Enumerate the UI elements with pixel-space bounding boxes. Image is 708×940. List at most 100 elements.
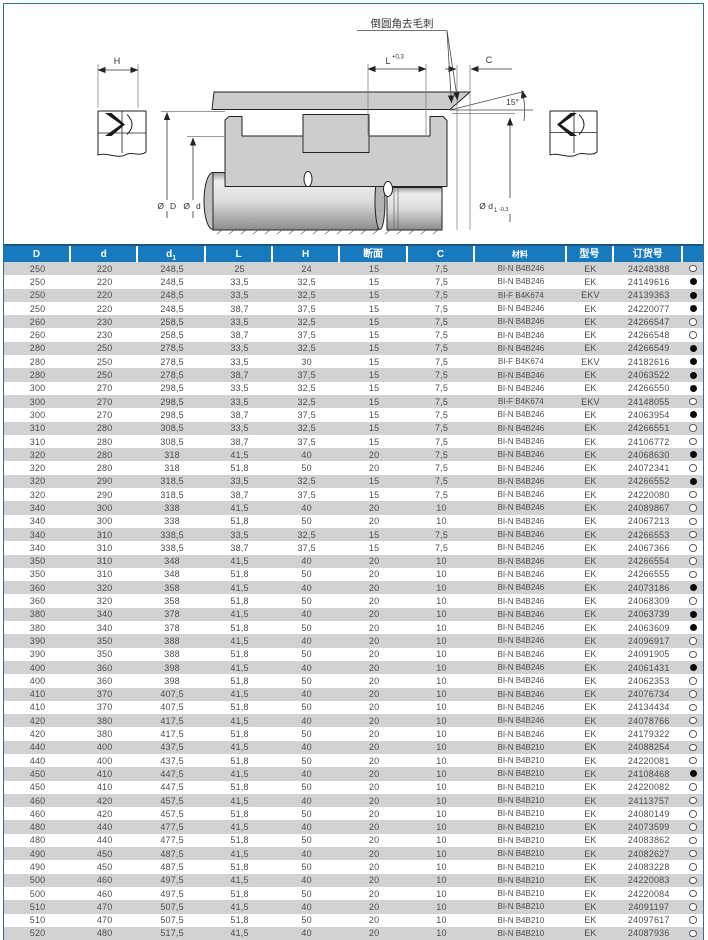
table-row: 460 420 457,5 41,5 40 20 10 BI-N B4B210 EK 241137…: [4, 793, 703, 808]
table-cell: 38,7: [230, 370, 249, 381]
table-cell: 407,5: [160, 702, 184, 713]
availability-cell: [683, 783, 703, 791]
column-header: L: [206, 246, 274, 262]
hollow-dot-icon: [689, 716, 697, 725]
table-cell: EK: [584, 901, 597, 912]
table-cell: 15: [368, 383, 380, 394]
seal-profile-left: [97, 110, 147, 157]
table-row: 380 340 378 51,8 50 20 10 BI-N B4B246 EK 24063609: [4, 621, 703, 635]
table-cell: 420: [96, 808, 113, 819]
table-cell: EK: [584, 635, 597, 646]
hollow-dot-icon: [689, 331, 697, 339]
table-row: 520 480 517,5 41,5 40 20 10 BI-N B4B210 EK 240879…: [4, 926, 703, 940]
o-ring-left: [303, 171, 313, 187]
table-cell: 24091905: [627, 649, 670, 660]
hollow-dot-icon: [689, 690, 697, 698]
table-row: 400 360 398 41,5 40 20 10 BI-N B4B246 EK 24061431: [4, 660, 703, 675]
table-cell: EK: [584, 848, 597, 859]
table-cell: 24266548: [627, 330, 670, 341]
table-cell: 20: [368, 662, 380, 673]
table-cell: 487,5: [160, 848, 184, 859]
table-cell: 280: [29, 370, 46, 381]
table-row: 360 320 358 41,5 40 20 10 BI-N B4B246 EK 24073186: [4, 581, 703, 595]
deburr-note: 倒圆角去毛刺: [371, 18, 434, 30]
table-cell: 278,5: [160, 356, 184, 367]
availability-cell: [683, 624, 703, 632]
availability-cell: [683, 690, 703, 698]
hollow-dot-icon: [689, 597, 697, 605]
hollow-dot-icon: [689, 703, 697, 712]
table-cell: 20: [368, 888, 380, 899]
table-cell: 32,5: [297, 396, 316, 407]
table-cell: 497,5: [160, 875, 184, 886]
table-cell: 320: [29, 476, 46, 487]
table-cell: 350: [29, 556, 46, 567]
table-cell: 51,8: [230, 596, 249, 607]
table-cell: BI-N B4B246: [497, 569, 545, 579]
table-row: 410 370 407,5 51,8 50 20 10 BI-N B4B246 EK 241344…: [4, 700, 703, 715]
table-cell: 358: [164, 582, 180, 593]
hollow-dot-icon: [689, 650, 697, 658]
table-cell: 460: [96, 888, 113, 899]
table-cell: 20: [368, 649, 380, 660]
table-cell: EK: [584, 649, 597, 660]
table-cell: 310: [96, 542, 113, 553]
rod-break-hatching: [216, 229, 439, 235]
table-cell: 310: [96, 529, 113, 540]
table-cell: 10: [436, 835, 447, 846]
table-cell: BI-N B4B246: [497, 410, 545, 420]
table-cell: 300: [29, 383, 46, 394]
table-cell: 24220083: [627, 875, 670, 886]
filled-dot-icon: [689, 477, 697, 485]
table-cell: 40: [301, 848, 312, 859]
table-cell: 15: [368, 276, 380, 287]
table-cell: 380: [96, 729, 113, 740]
table-row: 410 370 407,5 41,5 40 20 10 BI-N B4B246 EK 240767…: [4, 687, 703, 701]
table-cell: 437,5: [160, 755, 184, 766]
table-cell: BI-N B4B210: [497, 822, 545, 832]
table-cell: BI-N B4B246: [497, 636, 545, 646]
table-cell: 38,7: [230, 489, 249, 500]
table-cell: 51,8: [230, 835, 249, 846]
availability-cell: [683, 517, 703, 526]
table-cell: 278,5: [160, 343, 184, 354]
table-cell: 33,5: [230, 383, 249, 394]
dim-dia-d1: [452, 113, 515, 222]
table-cell: 348: [164, 556, 180, 567]
table-cell: BI-N B4B246: [497, 556, 545, 566]
table-cell: 32,5: [297, 276, 316, 287]
table-cell: 40: [301, 875, 312, 886]
table-cell: 310: [96, 556, 113, 567]
table-cell: 24088254: [627, 742, 670, 753]
filled-dot-icon: [689, 624, 697, 632]
table-cell: 20: [368, 675, 380, 686]
dim-l-label: L: [385, 56, 390, 66]
table-cell: 250: [96, 343, 113, 354]
table-cell: BI-N B4B246: [497, 264, 545, 274]
table-cell: BI-N B4B210: [497, 928, 545, 938]
table-cell: 10: [436, 742, 447, 753]
table-cell: 24220077: [627, 303, 670, 314]
table-cell: 470: [96, 915, 113, 926]
table-row: 440 400 437,5 41,5 40 20 10 BI-N B4B210 EK 240882…: [4, 740, 703, 754]
availability-cell: [683, 264, 703, 273]
table-cell: EK: [584, 330, 597, 341]
availability-cell: [683, 929, 703, 938]
table-row: 350 310 348 51,8 50 20 10 BI-N B4B246 EK 24266555: [4, 567, 703, 582]
table-cell: 460: [29, 808, 46, 819]
table-cell: 20: [368, 782, 380, 793]
table-cell: BI-N B4B246: [497, 729, 545, 739]
table-row: 390 350 388 41,5 40 20 10 BI-N B4B246 EK 24096917: [4, 634, 703, 648]
availability-cell: [683, 477, 703, 485]
chamfer-extension-lines: [456, 65, 471, 230]
table-cell: 20: [368, 862, 380, 872]
seal-body-edge: [302, 136, 370, 153]
table-cell: 260: [29, 316, 46, 327]
hollow-dot-icon: [689, 863, 697, 871]
availability-cell: [683, 823, 703, 831]
table-cell: BI-N B4B246: [497, 583, 545, 593]
availability-cell: [683, 305, 703, 313]
table-cell: 340: [96, 609, 113, 620]
table-cell: 280: [96, 463, 113, 474]
table-cell: 41,5: [230, 689, 249, 700]
